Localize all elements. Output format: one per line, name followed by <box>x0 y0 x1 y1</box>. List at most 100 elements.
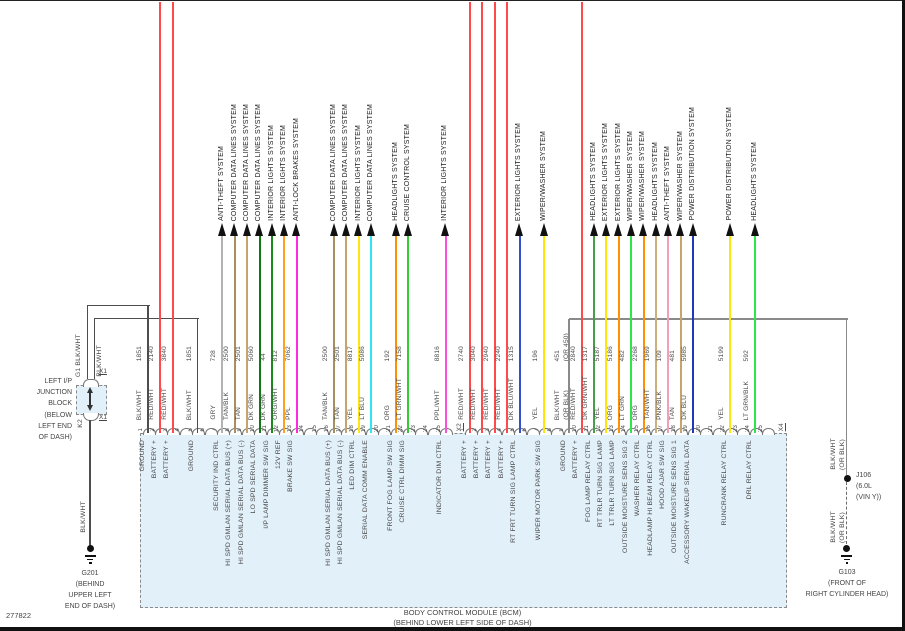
pin-number: 4 <box>175 428 182 432</box>
pin-number: 11 <box>262 425 268 432</box>
pin-function-label: FOG LAMP RELAY CTRL <box>584 440 592 522</box>
junction-caption-line: LEFT I/P <box>44 378 73 385</box>
wire-segment <box>481 1 484 433</box>
system-destination-label: EXTERIOR LIGHTS SYSTEM <box>515 122 523 221</box>
off-page-arrow-icon <box>441 223 450 236</box>
off-page-arrow-icon <box>292 223 301 236</box>
arrow-down-icon <box>86 405 93 411</box>
pin-number: 25 <box>757 424 764 432</box>
ground-symbol-bar <box>841 555 853 557</box>
off-page-arrow-icon <box>354 223 363 236</box>
pin-function-label: BRAKE SW SIG <box>287 440 295 492</box>
circuit-number-label: 3840 <box>160 345 168 361</box>
off-page-arrow-icon <box>589 223 598 236</box>
pin-number: 5 <box>187 428 194 432</box>
off-page-arrow-icon <box>255 223 264 236</box>
wire-color-label: BLK/WHT <box>185 389 193 420</box>
system-destination-label: POWER DISTRIBUTION SYSTEM <box>726 107 734 221</box>
pin-number: 21 <box>708 424 714 432</box>
wire-segment <box>159 1 162 433</box>
wire-segment <box>87 304 150 306</box>
pin-function-label: BATTERY + <box>460 440 468 479</box>
pin-function-label: BATTERY + <box>497 440 505 479</box>
wire-color-label: YEL <box>346 407 354 420</box>
wire-segment-dashed <box>845 482 847 544</box>
wire-color-label: BLK/WHT <box>829 511 837 543</box>
pin-number: 4 <box>497 428 504 432</box>
pin-number: 9 <box>559 428 566 432</box>
pin-number: 24 <box>423 424 430 432</box>
splice-caption-line: (VIN Y)) <box>856 494 882 501</box>
pin-function-label: BATTERY + <box>163 440 171 479</box>
circuit-number-label: 2500 <box>222 345 230 361</box>
ground-wire-label: BLK/WHT <box>79 501 87 533</box>
pin-number: 8 <box>224 428 231 432</box>
pin-number: 13 <box>608 424 615 432</box>
wire-segment <box>93 317 95 379</box>
off-page-arrow-icon <box>366 223 375 236</box>
circuit-number-label: 2500 <box>322 345 329 361</box>
off-page-arrow-icon <box>688 223 697 236</box>
pin-function-label: ACCESSORY WAKEUP SERIAL DATA <box>683 440 691 564</box>
junction-caption-line: OF DASH) <box>38 434 72 441</box>
junction-pass-through <box>89 391 91 407</box>
circuit-number-label: 44 <box>260 353 267 361</box>
wire-segment <box>283 236 286 433</box>
pin-function-label: HI SPD GMLAN SERIAL DATA BUS (-) <box>237 440 245 565</box>
wire-segment <box>729 236 732 433</box>
pin-function-label: DRL RELAY CTRL <box>745 440 753 500</box>
wire-segment <box>692 236 695 433</box>
pin-number: 19 <box>683 424 690 432</box>
system-destination-label: EXTERIOR LIGHTS SYSTEM <box>614 122 622 221</box>
pin-function-label: LT TRLR TURN SIG LAMP <box>609 440 617 526</box>
ground-caption-line: (BEHIND <box>75 581 105 588</box>
off-page-arrow-icon <box>539 223 548 236</box>
wire-color-label: LT BLU <box>359 397 367 420</box>
wire-segment <box>370 236 373 433</box>
pin-number: 20 <box>373 424 380 432</box>
circuit-number-label: 2140 <box>148 345 156 361</box>
junction-block-top-connector <box>83 378 99 387</box>
pin-number: 23 <box>410 424 417 432</box>
pin-number: 14 <box>299 424 306 432</box>
system-destination-label: COMPUTER DATA LINES SYSTEM <box>342 103 350 221</box>
ground-symbol <box>843 545 851 552</box>
circuit-number-label: 7158 <box>396 345 404 361</box>
wire-color-label: DK BLU/WHT <box>507 377 515 420</box>
wire-segment <box>754 236 757 433</box>
pin-function-label: I/P LAMP DIMMER SW SIG <box>262 440 270 529</box>
pin-number: 22 <box>398 424 405 432</box>
system-destination-label: HEADLIGHTS SYSTEM <box>589 142 597 221</box>
pin-function-label: RUNCRANK RELAY CTRL <box>720 440 728 526</box>
wire-color-label: (OR BLK) <box>838 511 846 543</box>
circuit-number-label: 8817 <box>346 345 354 361</box>
wire-color-label: DK GRN/WHT <box>582 376 589 420</box>
arrow-up-icon <box>86 387 93 393</box>
wire-segment <box>593 236 595 433</box>
wire-segment <box>469 1 471 433</box>
off-page-arrow-icon <box>626 223 635 236</box>
circuit-number-label: 5985 <box>681 345 689 361</box>
system-destination-label: HEADLIGHTS SYSTEM <box>391 142 399 221</box>
wire-segment <box>333 236 335 433</box>
pin-number: 18 <box>670 424 677 432</box>
pin-function-label: SECURITY IND CTRL <box>212 440 220 511</box>
off-page-arrow-icon <box>230 223 239 236</box>
ground-symbol <box>86 545 94 552</box>
system-destination-label: WIPER/WASHER SYSTEM <box>676 131 684 221</box>
circuit-number-label: 2501 <box>334 345 342 361</box>
pin-number: 15 <box>633 424 640 432</box>
off-page-arrow-icon <box>614 223 623 236</box>
junction-connector-label: X1 <box>99 368 107 375</box>
ground-caption-line: (FRONT OF <box>828 580 866 587</box>
pin-number: 3 <box>162 428 169 432</box>
pin-function-label: BATTERY + <box>150 440 158 479</box>
wire-color-label: PPL <box>284 407 292 420</box>
wire-color-label: DK GRN <box>247 393 255 420</box>
pin-number: 7 <box>534 428 541 432</box>
system-destination-label: COMPUTER DATA LINES SYSTEM <box>243 103 250 221</box>
system-destination-label: ANTI-THEFT SYSTEM <box>218 146 226 221</box>
off-page-arrow-icon <box>601 223 610 236</box>
wire-color-label: TAN/WHT <box>644 389 651 420</box>
pin-number: 13 <box>286 424 293 432</box>
